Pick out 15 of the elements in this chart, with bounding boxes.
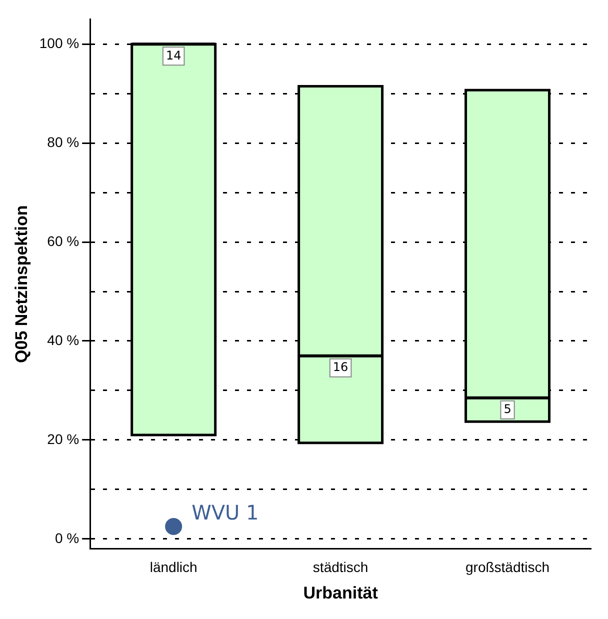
y-tick-label: 20 % bbox=[47, 430, 80, 447]
annotation: 14 bbox=[166, 48, 182, 62]
x-tick-label: städtisch bbox=[312, 559, 368, 576]
y-tick-label: 100 % bbox=[39, 35, 80, 51]
y-tick-label: 40 % bbox=[47, 332, 80, 348]
series-label: WVU 1 bbox=[192, 500, 259, 525]
y-tick-label: 60 % bbox=[47, 232, 80, 249]
y-tick-label: 80 % bbox=[47, 134, 80, 150]
annotation: 16 bbox=[332, 360, 348, 374]
x-axis-title: Urbanität bbox=[303, 583, 378, 602]
x-tick-label: großstädtisch bbox=[465, 559, 550, 576]
y-tick-label: 0 % bbox=[54, 530, 80, 546]
x-tick-label: ländlich bbox=[150, 559, 198, 576]
annotation: 5 bbox=[504, 402, 512, 416]
y-axis-title: Q05 Netzinspektion bbox=[12, 205, 31, 363]
